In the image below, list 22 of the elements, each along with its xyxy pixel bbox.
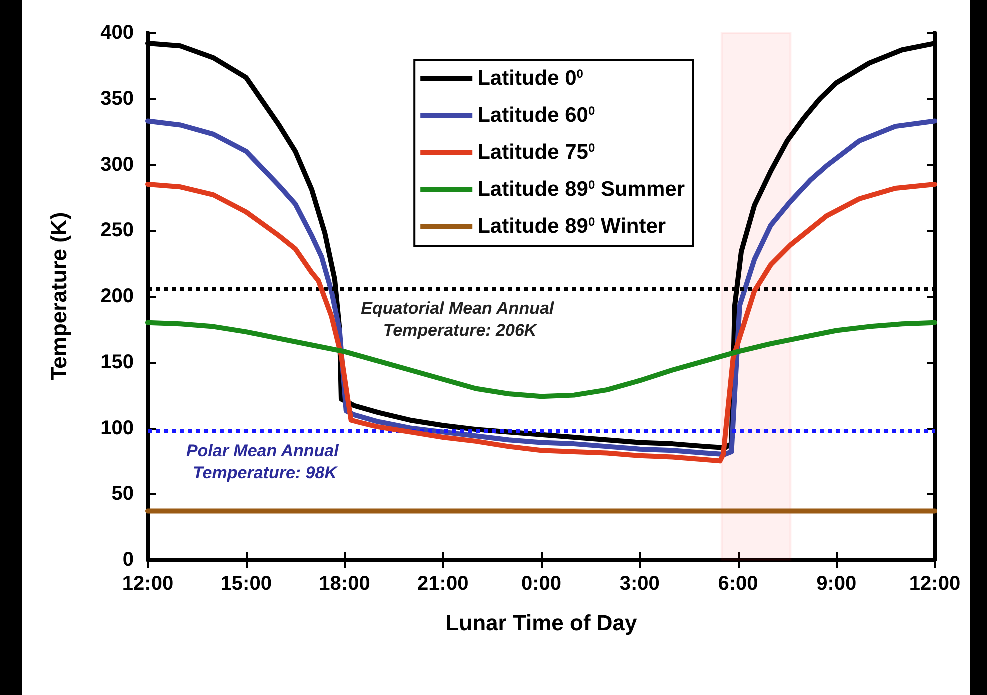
y-axis-title: Temperature (K) — [46, 212, 72, 381]
x-tick-label: 9:00 — [816, 573, 857, 595]
x-tick-label: 12:00 — [122, 573, 174, 595]
ref-line-label: Polar Mean Annual Temperature: 98K — [186, 441, 344, 482]
x-tick-label: 6:00 — [718, 573, 758, 595]
y-tick-label: 300 — [100, 154, 134, 176]
x-tick-label: 21:00 — [418, 573, 469, 595]
y-tick-label: 100 — [100, 417, 134, 440]
x-tick-label: 18:00 — [319, 573, 370, 595]
x-tick-label: 0:00 — [521, 573, 562, 595]
y-tick-label: 400 — [100, 22, 134, 44]
x-tick-label: 12:00 — [909, 573, 961, 595]
y-tick-label: 350 — [100, 88, 134, 110]
x-tick-label: 3:00 — [620, 573, 660, 595]
y-tick-label: 0 — [122, 549, 134, 571]
y-tick-label: 200 — [100, 286, 134, 308]
y-tick-label: 50 — [112, 483, 134, 506]
y-tick-label: 250 — [100, 220, 134, 242]
x-tick-label: 15:00 — [220, 573, 272, 595]
x-axis-title: Lunar Time of Day — [446, 610, 638, 636]
ref-line-label: Equatorial Mean Annual Temperature: 206K — [361, 299, 559, 340]
y-tick-label: 150 — [100, 351, 134, 374]
